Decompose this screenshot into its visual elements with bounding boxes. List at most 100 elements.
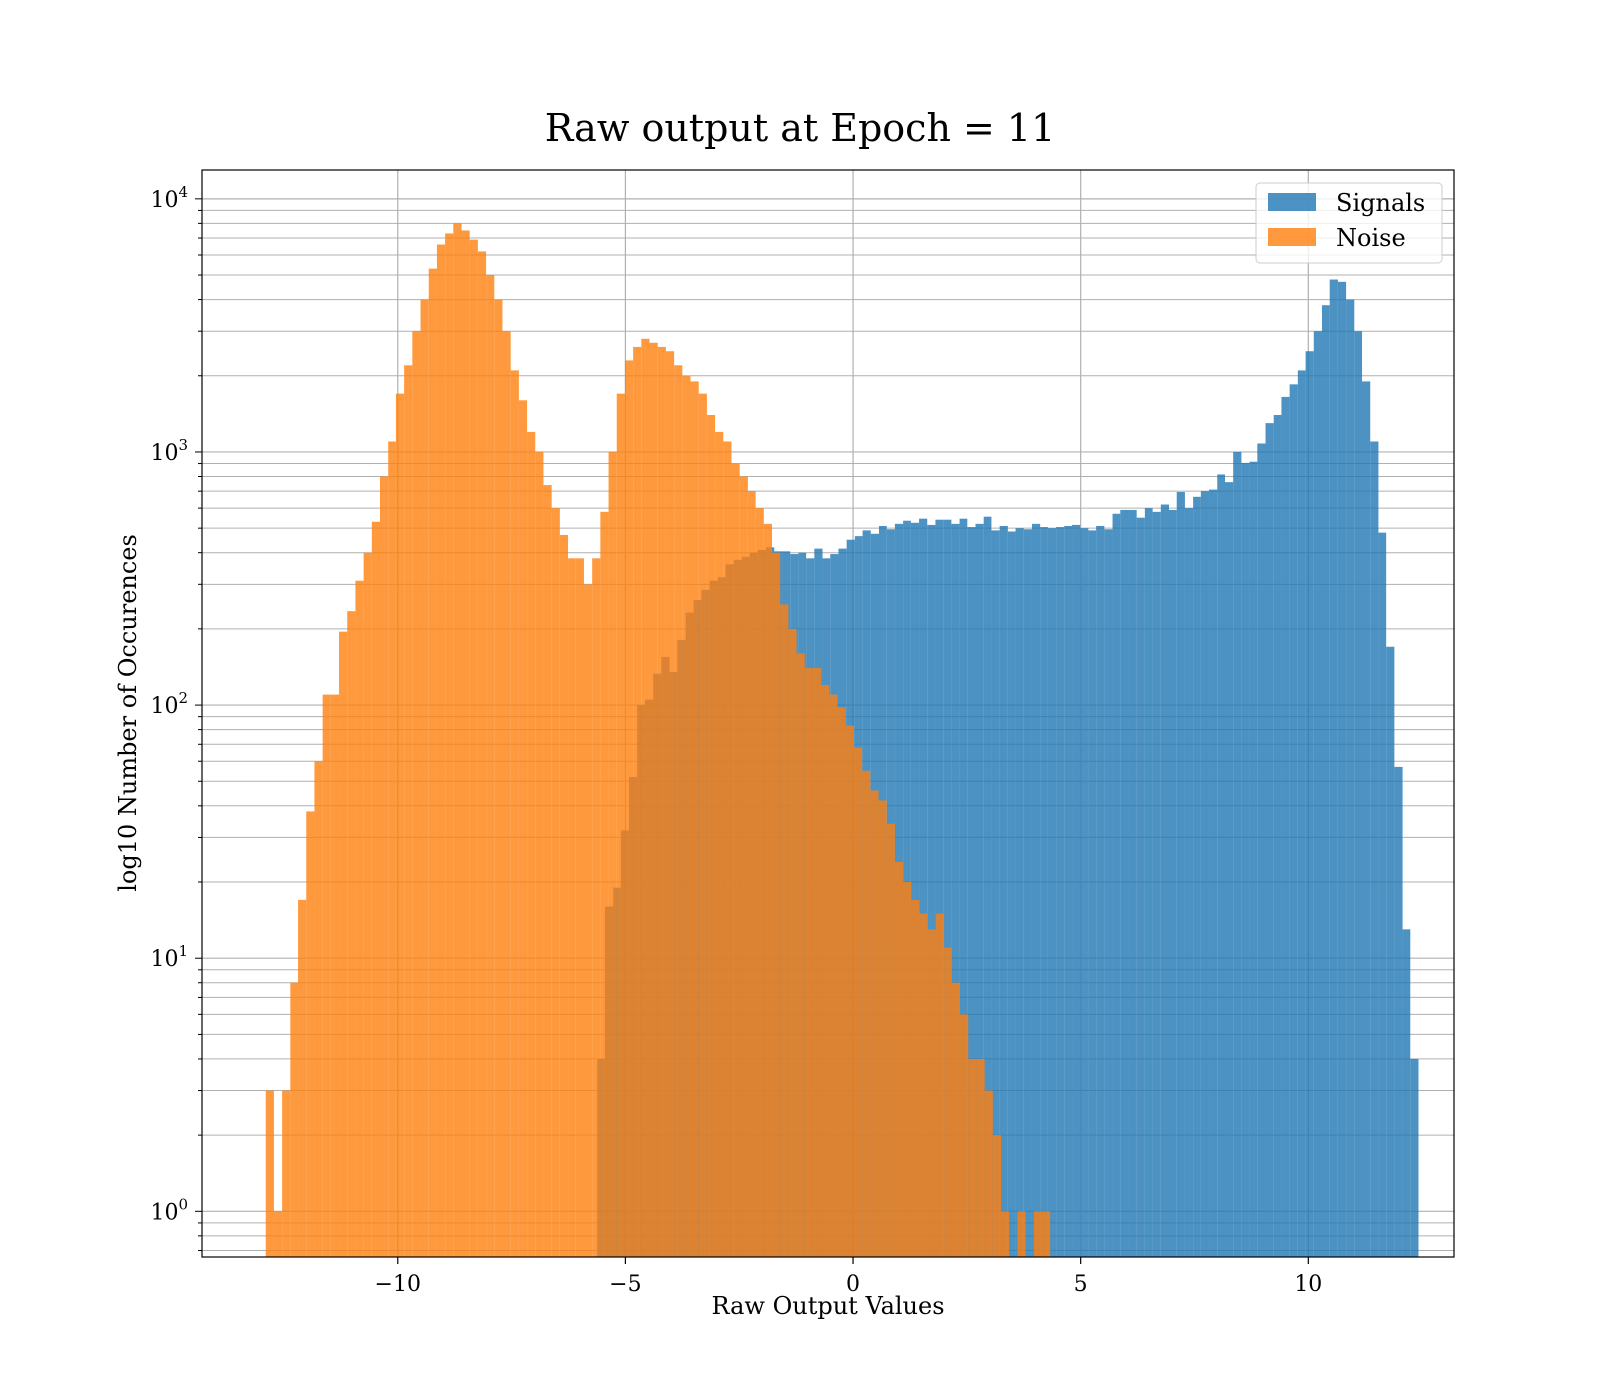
noise-bar	[763, 523, 773, 1257]
signals-bar	[1184, 508, 1194, 1257]
noise-bar	[894, 861, 904, 1257]
signals-bar	[1362, 381, 1371, 1257]
y-tick-label: 100	[150, 1195, 188, 1225]
noise-bar	[314, 761, 323, 1257]
legend-label-signals: Signals	[1336, 189, 1425, 217]
noise-bar	[821, 685, 830, 1257]
noise-bar	[951, 982, 961, 1257]
noise-bar	[494, 299, 503, 1257]
signals-bar	[1297, 370, 1306, 1257]
noise-bar	[862, 770, 871, 1257]
noise-bar	[1033, 1211, 1042, 1257]
noise-bar	[461, 230, 470, 1257]
signals-bar	[967, 527, 976, 1257]
signals-bar	[1289, 384, 1298, 1257]
noise-bar	[772, 552, 781, 1257]
noise-bar	[477, 251, 487, 1257]
signals-bar	[1337, 281, 1347, 1257]
signals-bar	[1193, 496, 1201, 1257]
signals-bar	[1354, 331, 1363, 1258]
noise-bar	[445, 233, 454, 1258]
signals-bar	[1160, 504, 1169, 1257]
signals-bar	[1104, 529, 1113, 1257]
noise-bar	[796, 653, 805, 1257]
noise-bar	[739, 476, 748, 1257]
signals-bar	[1015, 528, 1024, 1257]
signals-bar	[1072, 524, 1081, 1257]
noise-bar	[853, 747, 863, 1257]
noise-bar	[575, 558, 584, 1257]
signals-bar	[1386, 646, 1395, 1257]
noise-bar	[518, 400, 528, 1258]
noise-bar	[927, 929, 936, 1257]
signals-bar	[1410, 1058, 1419, 1257]
signals-bar	[1080, 528, 1089, 1257]
noise-bar	[690, 381, 699, 1257]
noise-bar	[968, 1058, 977, 1257]
noise-bar	[960, 1014, 969, 1257]
signals-bar	[1112, 513, 1121, 1257]
noise-bar	[404, 365, 413, 1257]
noise-bar	[804, 668, 813, 1257]
noise-bar	[755, 508, 764, 1257]
noise-bar	[363, 552, 372, 1257]
noise-bar	[976, 1058, 985, 1257]
noise-bar	[1017, 1211, 1026, 1257]
noise-bar	[911, 899, 920, 1257]
legend-label-noise: Noise	[1336, 224, 1406, 252]
noise-bar	[592, 558, 601, 1257]
signals-bar	[991, 530, 1000, 1257]
noise-bar	[395, 393, 405, 1257]
signals-bar	[1402, 929, 1411, 1257]
signals-bar	[1176, 491, 1185, 1257]
noise-bar	[944, 947, 952, 1257]
noise-bar	[837, 707, 846, 1257]
plot-frame	[201, 169, 1455, 1258]
signals-bar	[1096, 525, 1105, 1257]
y-tick-label: 104	[150, 183, 188, 213]
signals-bar	[1120, 509, 1129, 1258]
noise-bar	[984, 1090, 993, 1257]
signals-bar	[1209, 489, 1218, 1257]
y-tick-label: 102	[150, 689, 188, 719]
noise-bar	[641, 338, 650, 1257]
signals-bar	[1321, 305, 1330, 1257]
noise-bar	[780, 604, 789, 1257]
signals-bar	[1329, 279, 1338, 1257]
signals-bar	[1224, 482, 1234, 1258]
noise-bar	[903, 882, 912, 1257]
noise-bar	[1001, 1211, 1010, 1257]
signals-bar	[1265, 423, 1274, 1258]
legend-swatch-noise	[1268, 228, 1316, 246]
noise-bar	[273, 1211, 283, 1257]
signals-bar	[1241, 462, 1250, 1257]
noise-bar	[657, 346, 666, 1257]
noise-bar	[608, 451, 617, 1257]
noise-bar	[682, 375, 691, 1258]
noise-bar	[306, 811, 315, 1257]
noise-bar	[339, 631, 348, 1257]
noise-bar	[649, 342, 658, 1258]
signals-bar	[1088, 530, 1097, 1257]
noise-bar	[715, 431, 724, 1257]
noise-bar	[420, 299, 429, 1257]
noise-bar	[886, 823, 895, 1257]
noise-bar	[551, 508, 560, 1257]
signals-bar	[1152, 511, 1161, 1257]
noise-bar	[624, 360, 634, 1257]
x-tick-label: 0	[846, 1272, 860, 1297]
signals-bar	[1305, 351, 1314, 1257]
signals-bar	[1040, 527, 1048, 1257]
noise-bar	[674, 365, 683, 1257]
noise-bar	[428, 268, 437, 1257]
signals-bar	[1249, 461, 1258, 1257]
signals-bar	[1136, 517, 1145, 1257]
signals-bar	[1144, 508, 1153, 1257]
signals-bar	[1128, 509, 1137, 1258]
noise-bar	[535, 451, 544, 1257]
noise-bar	[583, 584, 593, 1257]
noise-bar	[290, 982, 299, 1257]
series-noise	[265, 223, 1051, 1258]
